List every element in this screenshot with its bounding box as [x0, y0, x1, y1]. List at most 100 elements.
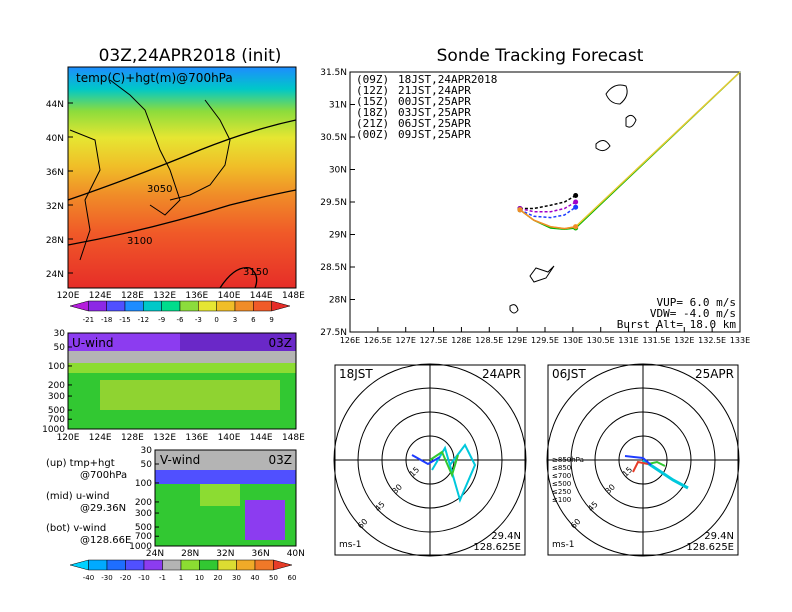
trk-lon-label: 132.5E: [698, 336, 726, 345]
vwind-lat-label: 24N: [146, 549, 164, 559]
legend-line: (mid) u-wind: [46, 491, 109, 502]
hodo-lon: 128.625E: [473, 542, 521, 553]
trk-lat-label: 30.5N: [320, 133, 347, 143]
vwind-pressure-label: 200: [135, 498, 152, 508]
trk-lon-label: 127.5E: [420, 336, 448, 345]
temp-colorbar-swatch: [253, 300, 272, 312]
temp-colorbar-label: 6: [251, 316, 256, 324]
hodo-date: 25APR: [695, 367, 734, 381]
legend-line: (up) tmp+hgt: [46, 458, 115, 469]
temp-lon-label: 128E: [121, 291, 144, 301]
trk-lon-label: 126E: [340, 336, 360, 345]
temp-colorbar-swatch: [179, 300, 199, 312]
trk-lon-label: 133E: [730, 336, 750, 345]
uwind-lon-label: 128E: [121, 433, 144, 443]
trk-legend-time: 03JST,25APR: [398, 106, 471, 119]
trk-legend-code: (12Z): [356, 84, 389, 97]
temp-lat-label: 24N: [46, 270, 64, 280]
trk-series-line: [519, 201, 577, 213]
uwind-lon-ticks: 120E 124E 128E 132E 136E 140E 144E 148E: [57, 433, 306, 443]
temp-colorbar-swatch: [161, 300, 181, 312]
hodo-ring: [333, 363, 527, 557]
hodo-units: ms-1: [552, 540, 574, 550]
vwind-pressure-label: 500: [135, 523, 152, 533]
contour-label-3100: 3100: [127, 236, 152, 247]
uwind-pressure-label: 300: [48, 392, 65, 402]
temp-lon-label: 136E: [185, 291, 208, 301]
trk-series-end: [573, 199, 579, 205]
trk-series-end: [573, 193, 579, 198]
temp-lat-label: 36N: [46, 168, 64, 178]
vwind-lat-label: 40N: [287, 549, 305, 559]
uwind-pressure-label: 30: [54, 329, 66, 339]
wind-colorbar-label: 20: [214, 574, 223, 582]
trk-lat-label: 31N: [329, 101, 347, 111]
temp-colorbar-swatch: [234, 300, 254, 312]
temp-lat-label: 44N: [46, 100, 64, 110]
vwind-time: 03Z: [269, 453, 293, 467]
panel-legend: (up) tmp+hgt@700hPa (mid) u-wind@29.36N (b…: [46, 458, 131, 546]
trk-series-line: [519, 194, 577, 210]
uwind-lon-label: 132E: [153, 433, 176, 443]
hodo-level-label: ≥850hPa: [552, 456, 584, 464]
temp-colorbar-label: 3: [233, 316, 237, 324]
vwind-lat-label: 32N: [216, 549, 234, 559]
contour-3100: [68, 189, 296, 246]
wind-colorbar-label: -1: [159, 574, 166, 582]
wind-colorbar-swatch: [254, 559, 274, 571]
trk-lat-label: 28.5N: [320, 263, 347, 273]
temp-lat-label: 28N: [46, 236, 64, 246]
temp-colorbar-label: 0: [214, 316, 218, 324]
temp-colorbar-swatch: [124, 300, 144, 312]
temp-colorbar-label: -12: [138, 316, 149, 324]
hodograph-2: 06JST 25APR29.4N128.625Ems-115304560≥850h…: [546, 363, 740, 557]
temp-colorbar-swatch: [198, 300, 217, 312]
trk-legend-time: 06JST,25APR: [398, 117, 471, 130]
hodo-ring: [546, 363, 740, 557]
hodo-lon: 128.625E: [686, 542, 734, 553]
vwind-pressure-label: 100: [135, 479, 152, 489]
wind-colorbar-label: 1: [179, 574, 183, 582]
trk-legend-code: (00Z): [356, 128, 389, 141]
temp-colorbar-label: -18: [101, 316, 112, 324]
wind-colorbar-swatch: [162, 559, 182, 571]
wind-colorbar-label: 60: [288, 574, 297, 582]
wind-colorbar-label: 40: [251, 574, 260, 582]
uwind-pressure-label: 100: [48, 362, 65, 372]
temp-colorbar: -21 -18 -15 -12 -9 -6 -3 0 3 6 9: [69, 300, 291, 324]
hodo-lat: 29.4N: [491, 531, 521, 542]
trk-lon-label: 131E: [618, 336, 638, 345]
param-vdw: VDW= -4.0 m/s: [650, 307, 736, 320]
temp-colorbar-swatch: [88, 300, 107, 312]
temp-lon-label: 124E: [89, 291, 112, 301]
temp-colorbar-label: 9: [269, 316, 273, 324]
hodo-level-label: ≤850: [552, 464, 571, 472]
trk-lon-label: 129E: [507, 336, 527, 345]
temp-lon-label: 132E: [153, 291, 176, 301]
wind-colorbar-swatch: [106, 559, 126, 571]
uwind-pressure-label: 500: [48, 406, 65, 416]
uwind-lon-label: 124E: [89, 433, 112, 443]
uwind-lon-label: 148E: [282, 433, 305, 443]
vwind-pressure-label: 300: [135, 509, 152, 519]
temp-lat-ticks: 44N 40N 36N 32N 28N 24N: [46, 100, 73, 280]
temp-lon-label: 120E: [57, 291, 80, 301]
wind-colorbar-swatch: [143, 559, 163, 571]
trk-lon-label: 130.5E: [587, 336, 615, 345]
hodo-time: 06JST: [552, 367, 586, 381]
left-title: 03Z,24APR2018 (init): [99, 46, 282, 66]
hodo-time: 18JST: [339, 367, 373, 381]
temp-label: temp(C)+hgt(m)@700hPa: [76, 71, 233, 85]
trk-series-line: [519, 209, 576, 230]
trk-legend-time: 21JST,24APR: [398, 84, 471, 97]
uwind-pressure-label: 200: [48, 381, 65, 391]
legend-line: @29.36N: [80, 503, 126, 514]
uwind-pressure-label: 50: [54, 343, 66, 353]
tracking-legend: (09Z) 18JST,24APR2018 (12Z) 21JST,24APR (15Z…: [356, 73, 497, 141]
trk-legend-code: (21Z): [356, 117, 389, 130]
trk-lat-label: 29N: [329, 231, 347, 241]
